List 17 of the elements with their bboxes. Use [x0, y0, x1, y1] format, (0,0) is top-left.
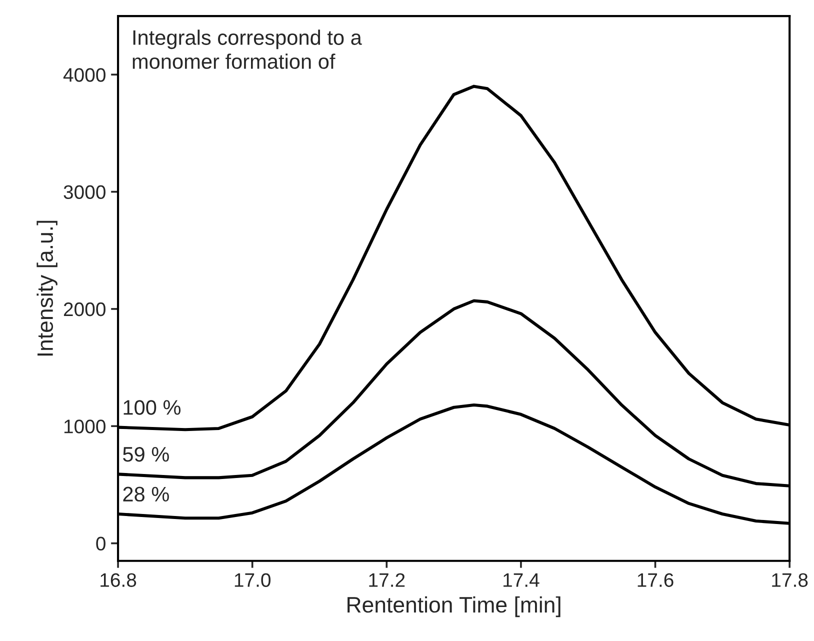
- series-label: 100 %: [124, 400, 181, 415]
- x-tick-label: 17.2: [369, 573, 405, 587]
- x-tick-label: 17.6: [638, 573, 674, 587]
- y-tick-label: 4000: [63, 68, 106, 82]
- x-tick-label: 17.0: [234, 573, 271, 587]
- x-axis-title: Rentention Time [min]: [348, 596, 560, 618]
- y-axis-title: Intensity [a.u.]: [36, 220, 58, 356]
- x-tick-label: 17.8: [772, 573, 808, 587]
- y-tick-label: 1000: [64, 420, 106, 434]
- y-tick-label: 3000: [64, 185, 106, 200]
- y-tick-label: 0: [96, 536, 106, 551]
- x-tick-label: 17.4: [504, 573, 540, 587]
- x-tick-label: 16.8: [100, 573, 136, 587]
- annotation: Integrals correspond to a monomer formation of: [132, 30, 362, 69]
- y-tick-label: 2000: [64, 302, 106, 316]
- series-label: 28 %: [123, 486, 169, 502]
- series-label: 59 %: [123, 446, 169, 462]
